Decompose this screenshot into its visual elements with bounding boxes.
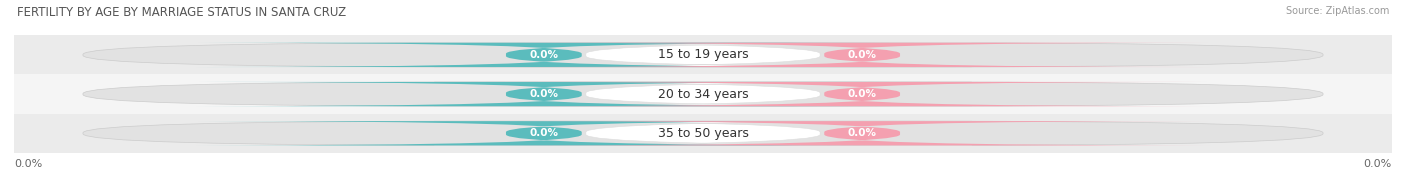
- Bar: [14, 74, 1392, 114]
- Text: 0.0%: 0.0%: [529, 50, 558, 60]
- Text: Source: ZipAtlas.com: Source: ZipAtlas.com: [1285, 6, 1389, 16]
- Bar: [14, 114, 1392, 153]
- Text: 0.0%: 0.0%: [1364, 159, 1392, 169]
- FancyBboxPatch shape: [195, 82, 891, 106]
- Text: FERTILITY BY AGE BY MARRIAGE STATUS IN SANTA CRUZ: FERTILITY BY AGE BY MARRIAGE STATUS IN S…: [17, 6, 346, 19]
- FancyBboxPatch shape: [434, 43, 972, 67]
- FancyBboxPatch shape: [515, 82, 1211, 106]
- FancyBboxPatch shape: [83, 43, 1323, 67]
- FancyBboxPatch shape: [515, 43, 1211, 67]
- Text: 0.0%: 0.0%: [529, 128, 558, 138]
- Text: 0.0%: 0.0%: [529, 89, 558, 99]
- Text: 20 to 34 years: 20 to 34 years: [658, 88, 748, 101]
- Text: 0.0%: 0.0%: [848, 128, 877, 138]
- Text: 0.0%: 0.0%: [848, 89, 877, 99]
- Text: 0.0%: 0.0%: [14, 159, 42, 169]
- FancyBboxPatch shape: [83, 121, 1323, 145]
- FancyBboxPatch shape: [83, 82, 1323, 106]
- FancyBboxPatch shape: [434, 82, 972, 106]
- FancyBboxPatch shape: [195, 43, 891, 67]
- Bar: [14, 35, 1392, 74]
- FancyBboxPatch shape: [434, 121, 972, 145]
- Text: 0.0%: 0.0%: [848, 50, 877, 60]
- FancyBboxPatch shape: [515, 121, 1211, 145]
- Text: 35 to 50 years: 35 to 50 years: [658, 127, 748, 140]
- Text: 15 to 19 years: 15 to 19 years: [658, 48, 748, 61]
- FancyBboxPatch shape: [195, 121, 891, 145]
